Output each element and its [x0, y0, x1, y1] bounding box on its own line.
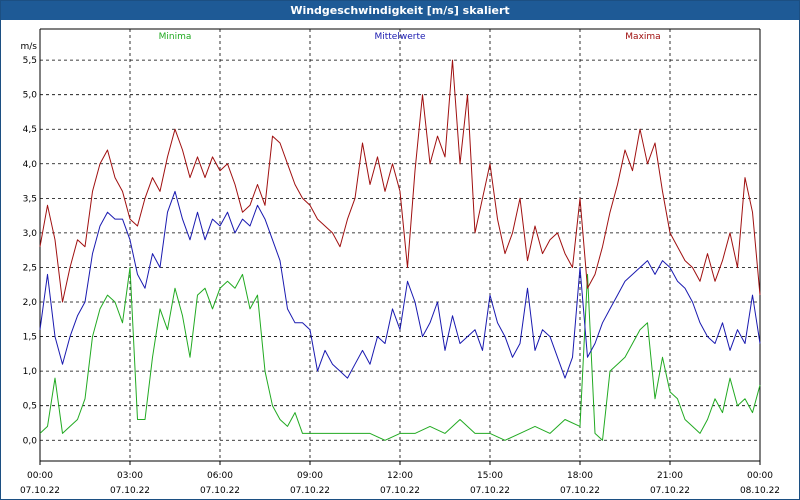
x-tick-date: 07.10.22	[20, 486, 60, 496]
x-tick-time: 00:00	[747, 471, 773, 481]
y-tick-label: 2,0	[23, 298, 38, 308]
x-tick-date: 07.10.22	[110, 486, 150, 496]
y-tick-label: 4,5	[23, 125, 37, 135]
y-tick-label: 3,0	[23, 229, 38, 239]
x-tick-date: 07.10.22	[560, 486, 600, 496]
y-tick-label: 2,5	[23, 263, 37, 273]
x-tick-date: 07.10.22	[290, 486, 330, 496]
x-tick-date: 07.10.22	[650, 486, 690, 496]
chart-title: Windgeschwindigkeit [m/s] skaliert	[1, 1, 799, 20]
y-unit-label: m/s	[21, 42, 38, 52]
x-tick-date: 08.10.22	[740, 486, 780, 496]
x-tick-time: 00:00	[27, 471, 53, 481]
x-tick-date: 07.10.22	[380, 486, 420, 496]
x-tick-time: 03:00	[117, 471, 143, 481]
wind-speed-chart: 0,0 0,5 1,0 1,5 2,0 2,5 3,0 3,5 4,0 4,5 5,0 5,5 m/s 0…	[1, 21, 799, 499]
x-tick-time: 18:00	[567, 471, 593, 481]
y-tick-label: 1,0	[23, 367, 38, 377]
x-tick-date: 07.10.22	[200, 486, 240, 496]
y-tick-label: 5,0	[23, 91, 38, 101]
x-tick-date: 07.10.22	[470, 486, 510, 496]
y-tick-label: 0,0	[23, 436, 38, 446]
x-tick-time: 15:00	[477, 471, 503, 481]
x-tick-time: 06:00	[207, 471, 233, 481]
y-tick-label: 1,5	[23, 333, 37, 343]
legend-entry-mittelwerte: Mittelwerte	[374, 32, 425, 42]
y-tick-label: 3,5	[23, 194, 37, 204]
y-tick-label: 5,5	[23, 56, 37, 66]
x-tick-time: 12:00	[387, 471, 413, 481]
legend-entry-maxima: Maxima	[625, 32, 660, 42]
legend-entry-minima: Minima	[159, 32, 192, 42]
y-tick-label: 0,5	[23, 402, 37, 412]
x-tick-time: 09:00	[297, 471, 323, 481]
y-tick-label: 4,0	[23, 160, 38, 170]
x-tick-time: 21:00	[657, 471, 683, 481]
